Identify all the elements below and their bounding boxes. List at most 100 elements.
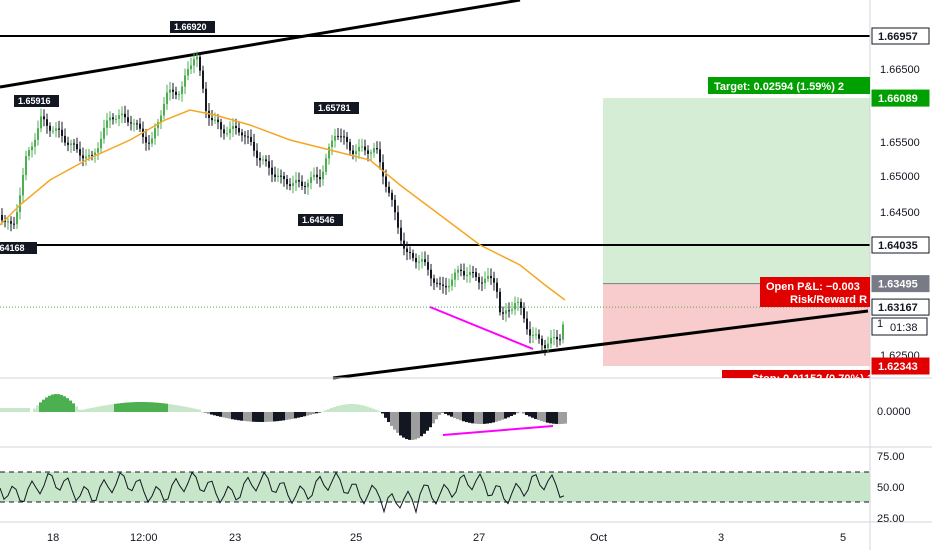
macd-histogram-bar bbox=[21, 408, 24, 412]
candle-body bbox=[424, 259, 426, 263]
time-label-5: 27 bbox=[473, 532, 485, 544]
candle-body bbox=[322, 171, 324, 180]
candle-body bbox=[316, 174, 318, 178]
price-label-high-2-text: 1.65916 bbox=[18, 96, 51, 106]
macd-histogram-bar bbox=[63, 396, 66, 412]
price-tick-2: 1.65500 bbox=[880, 137, 920, 149]
macd-histogram-bar bbox=[486, 412, 489, 424]
candle-body bbox=[445, 285, 447, 288]
price-label-high-3-text: 1.65781 bbox=[318, 103, 351, 113]
time-axis[interactable]: 18 12:00 23 25 27 Oct 3 5 bbox=[47, 532, 846, 544]
macd-histogram-bar bbox=[255, 412, 258, 422]
candle-body bbox=[289, 184, 291, 186]
candle-body bbox=[550, 337, 552, 344]
candle-body bbox=[451, 279, 453, 286]
target-label[interactable]: Target: 0.02594 (1.59%) 2 bbox=[708, 77, 870, 94]
pnl-label[interactable]: Open P&L: −0.003 Risk/Reward R bbox=[760, 277, 870, 307]
candle-body bbox=[304, 185, 306, 187]
macd-histogram-bar bbox=[552, 412, 555, 424]
candle-body bbox=[265, 159, 267, 162]
price-label-low-1: 1.64546 bbox=[298, 214, 343, 226]
macd-histogram-bar bbox=[303, 412, 306, 417]
candle-body bbox=[199, 56, 201, 71]
candle-body bbox=[82, 155, 84, 159]
price-marker-last: 1.63167 bbox=[871, 298, 930, 316]
candle-body bbox=[466, 274, 468, 276]
candle-body bbox=[415, 258, 417, 263]
candle-body bbox=[448, 285, 450, 288]
macd-histogram-bar bbox=[126, 402, 129, 412]
svg-text:1.66089: 1.66089 bbox=[878, 93, 918, 105]
macd-histogram-bar bbox=[90, 407, 93, 412]
macd-histogram-bar bbox=[57, 394, 60, 412]
candle-body bbox=[124, 113, 126, 118]
macd-histogram-bar bbox=[72, 403, 75, 412]
candle-body bbox=[421, 259, 423, 262]
price-tick-3: 1.65000 bbox=[880, 171, 920, 183]
main-pane[interactable] bbox=[0, 0, 870, 380]
svg-text:1.62343: 1.62343 bbox=[878, 361, 918, 373]
candle-body bbox=[241, 132, 243, 136]
macd-histogram-bar bbox=[135, 402, 138, 412]
candle-body bbox=[505, 310, 507, 314]
macd-histogram-bar bbox=[492, 412, 495, 423]
time-label-3: 23 bbox=[229, 532, 241, 544]
macd-axis[interactable]: 0.0000 bbox=[877, 406, 911, 418]
macd-histogram-bar bbox=[318, 412, 321, 413]
macd-histogram-bar bbox=[231, 412, 234, 420]
macd-histogram-bar bbox=[240, 412, 243, 421]
candle-body bbox=[397, 212, 399, 228]
candle-body bbox=[55, 128, 57, 131]
candle-body bbox=[511, 309, 513, 311]
candle-body bbox=[556, 336, 558, 340]
price-label-low-2-text: 1.64168 bbox=[0, 243, 25, 253]
candle-body bbox=[532, 334, 534, 336]
candle-body bbox=[481, 282, 483, 284]
macd-histogram-bar bbox=[456, 412, 459, 420]
stop-label[interactable]: Stop: 0.01152 (0.70%) 1 bbox=[722, 370, 873, 386]
candle-body bbox=[262, 159, 264, 161]
macd-histogram-bar bbox=[258, 412, 261, 422]
candle-body bbox=[388, 186, 390, 193]
macd-histogram-bar bbox=[207, 412, 210, 414]
candle-body bbox=[418, 261, 420, 263]
price-tick-1: 1.66500 bbox=[880, 64, 920, 76]
candle-body bbox=[358, 146, 360, 152]
candle-body bbox=[373, 148, 375, 153]
macd-histogram-bar bbox=[471, 412, 474, 424]
macd-histogram-bar bbox=[384, 412, 387, 418]
candle-body bbox=[43, 116, 45, 120]
candle-body bbox=[541, 338, 543, 346]
candle-body bbox=[178, 94, 180, 96]
candle-body bbox=[226, 133, 228, 135]
macd-histogram-bar bbox=[300, 412, 303, 417]
macd-histogram-bar bbox=[6, 408, 9, 412]
price-axis-bg bbox=[870, 0, 932, 550]
price-axis[interactable]: 1.66500 1.65500 1.65000 1.64500 1.62500 bbox=[880, 64, 920, 362]
rsi-axis[interactable]: 75.00 50.00 25.00 bbox=[877, 451, 905, 525]
candle-body bbox=[169, 89, 171, 93]
macd-histogram-bar bbox=[489, 412, 492, 424]
candle-body bbox=[160, 115, 162, 123]
macd-histogram-bar bbox=[183, 406, 186, 412]
stop-label-text: Stop: 0.01152 (0.70%) 1 bbox=[752, 373, 873, 385]
candle-body bbox=[382, 162, 384, 177]
rr-label-text: Risk/Reward R bbox=[790, 294, 867, 306]
candle-body bbox=[319, 177, 321, 180]
macd-histogram-bar bbox=[531, 412, 534, 418]
macd-histogram-bar bbox=[411, 412, 414, 440]
candle-body bbox=[46, 119, 48, 126]
macd-histogram-bar bbox=[507, 412, 510, 418]
macd-histogram-bar bbox=[105, 405, 108, 412]
candle-body bbox=[274, 174, 276, 177]
candle-body bbox=[295, 180, 297, 184]
candle-body bbox=[112, 117, 114, 120]
candle-body bbox=[463, 271, 465, 276]
price-label-high-2: 1.65916 bbox=[14, 95, 59, 107]
macd-histogram-bar bbox=[387, 412, 390, 423]
macd-histogram-bar bbox=[171, 404, 174, 412]
time-label-7: 3 bbox=[718, 532, 724, 544]
macd-histogram-bar bbox=[84, 409, 87, 412]
candle-body bbox=[166, 92, 168, 105]
